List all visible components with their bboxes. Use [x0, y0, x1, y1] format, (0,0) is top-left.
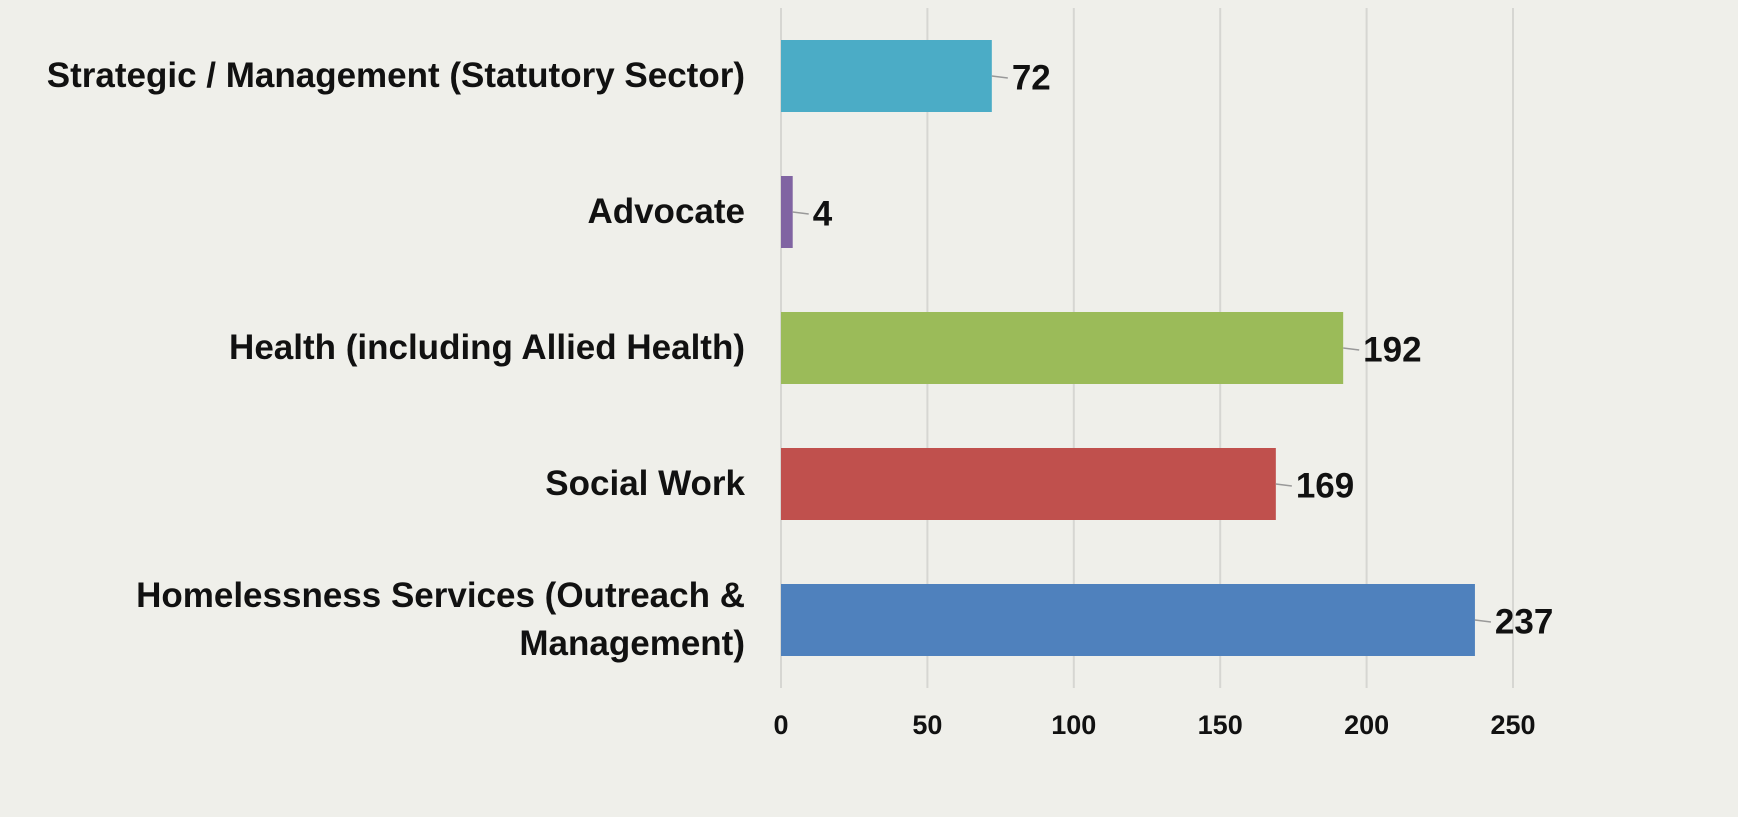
x-tick-label: 150: [1198, 710, 1243, 740]
category-label: Health (including Allied Health): [229, 328, 745, 367]
value-label: 192: [1363, 330, 1421, 369]
value-label: 4: [813, 194, 833, 233]
category-label: Social Work: [545, 464, 745, 503]
leader-line: [1474, 619, 1492, 623]
category-label: Strategic / Management (Statutory Sector…: [46, 56, 745, 95]
category-label: Advocate: [587, 192, 745, 231]
category-label: Homelessness Services (Outreach & Manage…: [136, 576, 745, 663]
leader-line: [1275, 483, 1292, 487]
x-tick-label: 200: [1344, 710, 1389, 740]
value-label: 169: [1296, 466, 1354, 505]
bar: [781, 312, 1344, 384]
leader-line: [1343, 347, 1360, 351]
leader-line: [792, 211, 809, 215]
x-tick-label: 50: [912, 710, 942, 740]
value-label: 72: [1012, 58, 1051, 97]
bar: [781, 40, 992, 112]
bar: [781, 448, 1276, 520]
value-label: 237: [1495, 602, 1553, 641]
leader-line: [991, 75, 1008, 79]
x-tick-label: 250: [1490, 710, 1535, 740]
x-tick-label: 100: [1051, 710, 1096, 740]
x-tick-label: 0: [773, 710, 788, 740]
bar: [781, 176, 793, 248]
bar: [781, 584, 1475, 656]
